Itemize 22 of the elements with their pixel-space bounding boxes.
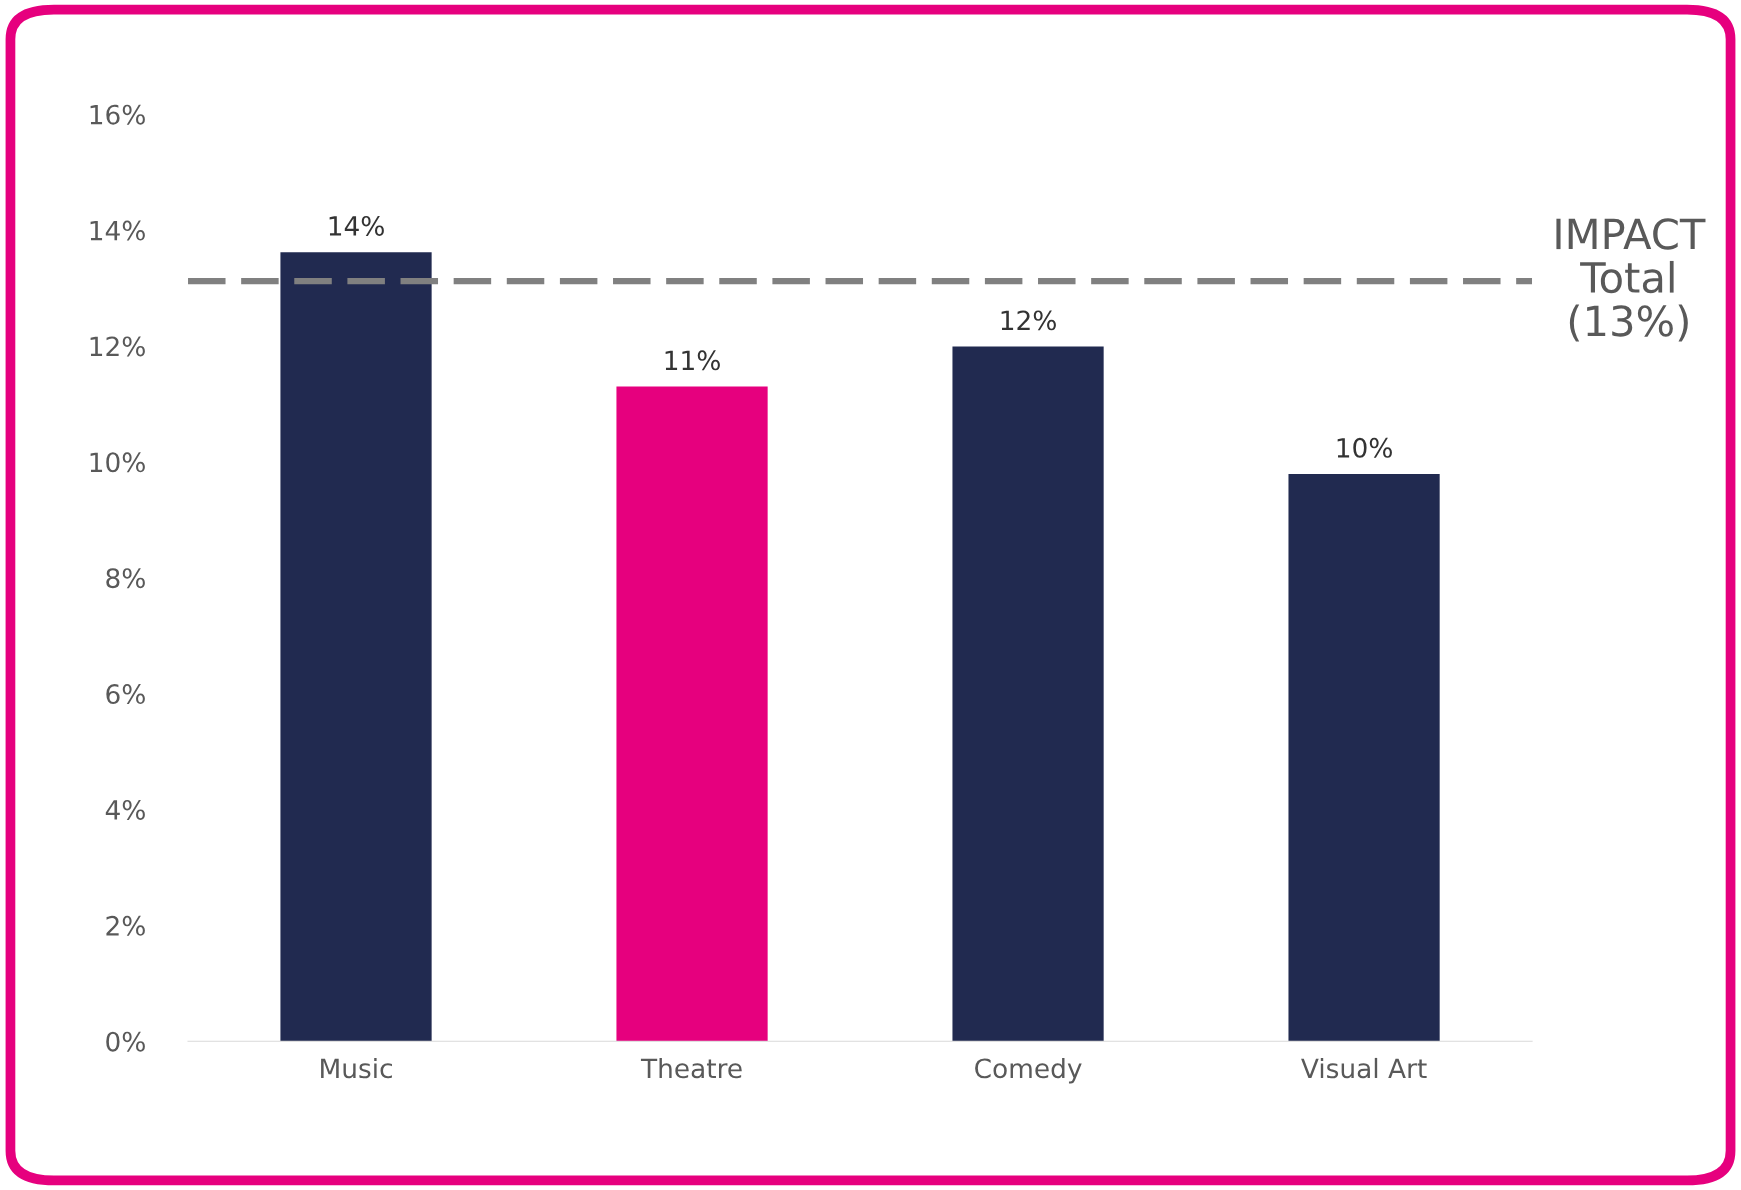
y-tick-label: 16%: [90, 104, 145, 125]
y-tick-label: 0%: [106, 1031, 145, 1052]
x-tick-label: Comedy: [975, 1057, 1082, 1084]
y-tick-label: 8%: [106, 568, 145, 589]
y-tick-label: 4%: [105, 799, 145, 820]
data-label: 14%: [329, 215, 384, 236]
bar: [1288, 474, 1440, 1042]
data-label: 12%: [1001, 310, 1056, 331]
y-tick-label: 2%: [106, 915, 145, 936]
ref-line-label: IMPACT Total (13%): [1556, 218, 1706, 342]
y-tick-label: 14%: [90, 220, 145, 241]
bar: [952, 346, 1104, 1042]
x-tick-label: Music: [321, 1057, 392, 1079]
y-tick-label: 12%: [90, 336, 145, 357]
y-tick-label: 6%: [106, 684, 145, 705]
bar: [280, 252, 432, 1042]
x-tick-label: Visual Art: [1301, 1057, 1427, 1079]
data-label: 10%: [1337, 437, 1392, 458]
y-tick-label: 10%: [90, 452, 145, 473]
data-label: 11%: [665, 350, 720, 371]
x-tick-label: Theatre: [640, 1057, 742, 1079]
bar: [616, 386, 768, 1042]
